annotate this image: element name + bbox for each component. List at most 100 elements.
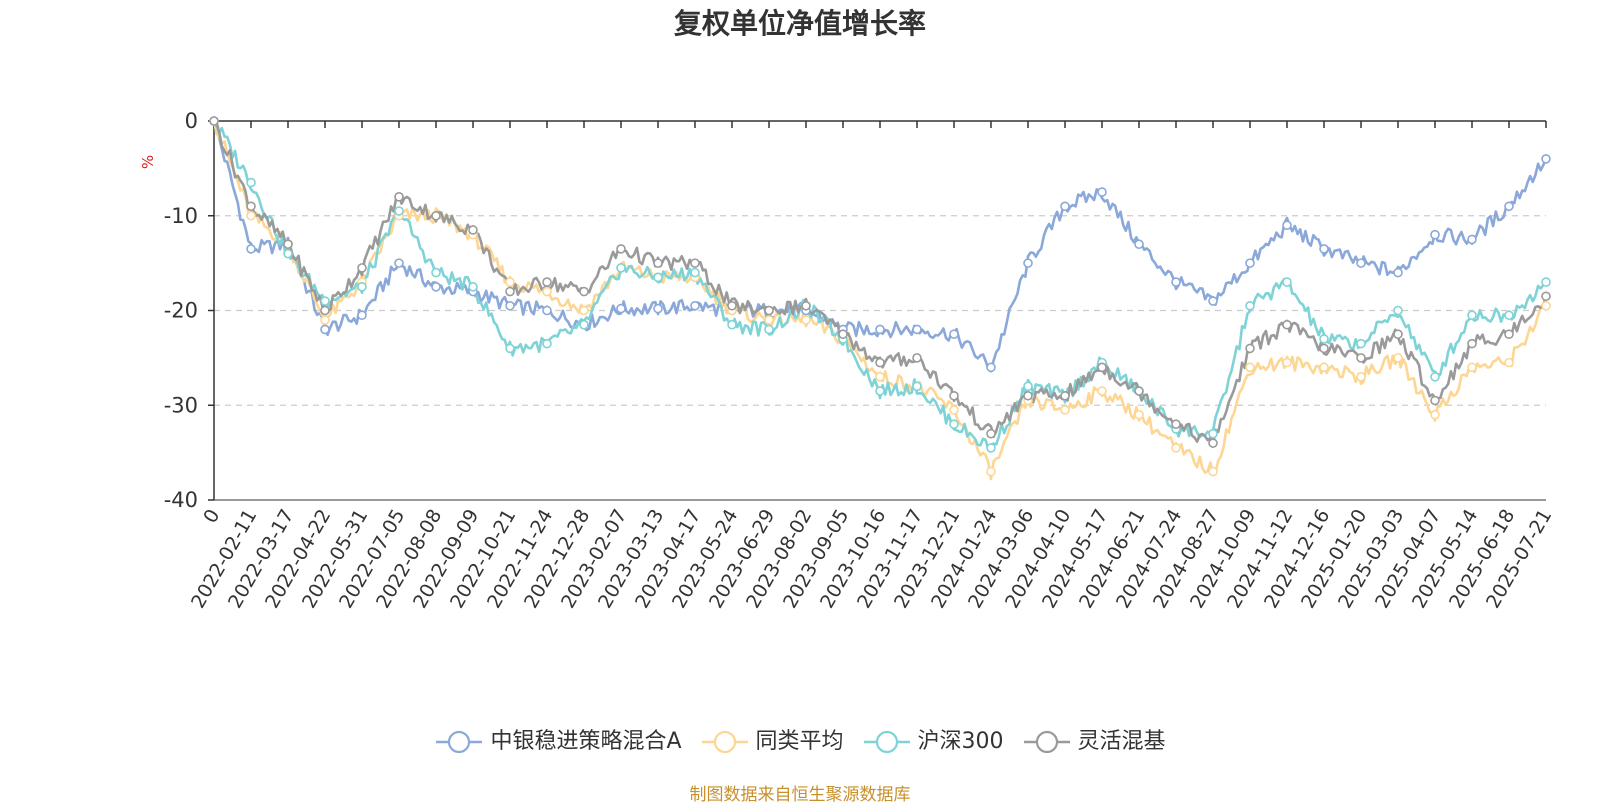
y-tick-label: -20 — [164, 299, 198, 323]
data-point — [1134, 239, 1144, 249]
data-point — [1430, 372, 1440, 382]
data-point — [246, 177, 256, 188]
legend-item[interactable]: 同类平均 — [700, 723, 844, 755]
data-point — [875, 357, 885, 368]
data-point — [616, 303, 626, 314]
axes — [208, 120, 1547, 501]
legend-label: 灵活混基 — [1077, 729, 1166, 754]
data-point — [690, 267, 700, 278]
data-point — [1467, 338, 1477, 349]
y-tick-label: 0 — [185, 109, 198, 133]
data-point — [1282, 319, 1292, 330]
legend-line-circle-icon — [701, 730, 748, 754]
data-point — [616, 244, 626, 254]
data-point — [1097, 187, 1107, 197]
data-point — [357, 263, 367, 273]
data-point — [1467, 362, 1477, 373]
data-point — [1134, 386, 1144, 396]
x-tick-label: 0 — [199, 506, 224, 527]
data-point — [542, 338, 552, 349]
data-point — [1097, 362, 1107, 373]
data-point — [1245, 343, 1255, 354]
data-point — [875, 324, 885, 335]
data-point — [764, 315, 774, 325]
data-point — [1541, 154, 1551, 164]
data-point — [801, 300, 811, 311]
data-point — [1393, 329, 1403, 339]
data-point — [801, 315, 811, 325]
data-point — [579, 319, 589, 330]
data-point — [542, 286, 552, 297]
data-point — [542, 277, 552, 287]
data-point — [1393, 267, 1403, 278]
legend-line-circle-icon — [1023, 730, 1070, 754]
legend-item[interactable]: 灵活混基 — [1022, 723, 1166, 755]
y-axis-label: % — [139, 155, 157, 169]
data-point — [1282, 357, 1292, 368]
data-point — [1541, 291, 1551, 302]
data-point — [875, 372, 885, 382]
data-point — [690, 300, 700, 311]
data-point — [1356, 353, 1366, 363]
data-point — [505, 300, 515, 311]
data-point — [1208, 296, 1218, 306]
data-point — [1282, 277, 1292, 287]
legend: 中银稳进策略混合A 同类平均 沪深300 灵活混基 — [0, 723, 1600, 755]
data-point — [394, 258, 404, 268]
data-point — [690, 258, 700, 268]
data-point — [653, 303, 663, 314]
data-point — [579, 286, 589, 297]
data-point — [283, 239, 293, 249]
data-point — [949, 419, 959, 430]
data-point — [949, 390, 959, 401]
data-point — [431, 267, 441, 278]
data-point — [1245, 300, 1255, 311]
data-point — [616, 263, 626, 273]
data-point — [986, 443, 996, 453]
data-point — [320, 296, 330, 306]
data-point — [1023, 381, 1033, 392]
series-line — [213, 119, 1548, 447]
data-point — [357, 310, 367, 321]
data-point — [986, 362, 996, 373]
data-point — [1245, 362, 1255, 373]
data-point — [1504, 201, 1514, 212]
data-point — [1208, 428, 1218, 439]
data-point — [1319, 334, 1329, 344]
data-point — [1430, 395, 1440, 406]
data-point — [1467, 234, 1477, 245]
data-point — [1541, 277, 1551, 287]
data-point — [1171, 443, 1181, 453]
series-lines — [212, 119, 1548, 481]
data-point — [1023, 390, 1033, 401]
legend-item[interactable]: 沪深300 — [862, 723, 1004, 755]
data-point — [1430, 409, 1440, 420]
data-point — [246, 210, 256, 221]
legend-item[interactable]: 中银稳进策略混合A — [434, 723, 682, 755]
data-point — [1504, 310, 1514, 321]
series-line — [212, 120, 1547, 452]
data-point — [468, 282, 478, 292]
data-point — [1504, 357, 1514, 368]
data-point — [986, 466, 996, 477]
data-point — [727, 319, 737, 330]
data-point — [505, 286, 515, 297]
data-point — [1245, 258, 1255, 268]
data-point — [579, 305, 589, 316]
data-point — [1319, 343, 1329, 354]
data-point — [542, 305, 552, 316]
data-point — [357, 282, 367, 292]
data-point — [949, 329, 959, 339]
data-point — [986, 428, 996, 439]
data-point — [431, 210, 441, 221]
data-point — [320, 315, 330, 325]
data-point — [320, 305, 330, 316]
data-point — [875, 386, 885, 396]
data-point — [505, 277, 515, 287]
line-chart: 0-10-20-30-4002022-02-112022-03-172022-0… — [139, 109, 1556, 612]
data-point — [1319, 362, 1329, 373]
data-point — [912, 381, 922, 392]
data-point — [949, 405, 959, 415]
data-point — [394, 192, 404, 202]
data-point — [1171, 419, 1181, 430]
